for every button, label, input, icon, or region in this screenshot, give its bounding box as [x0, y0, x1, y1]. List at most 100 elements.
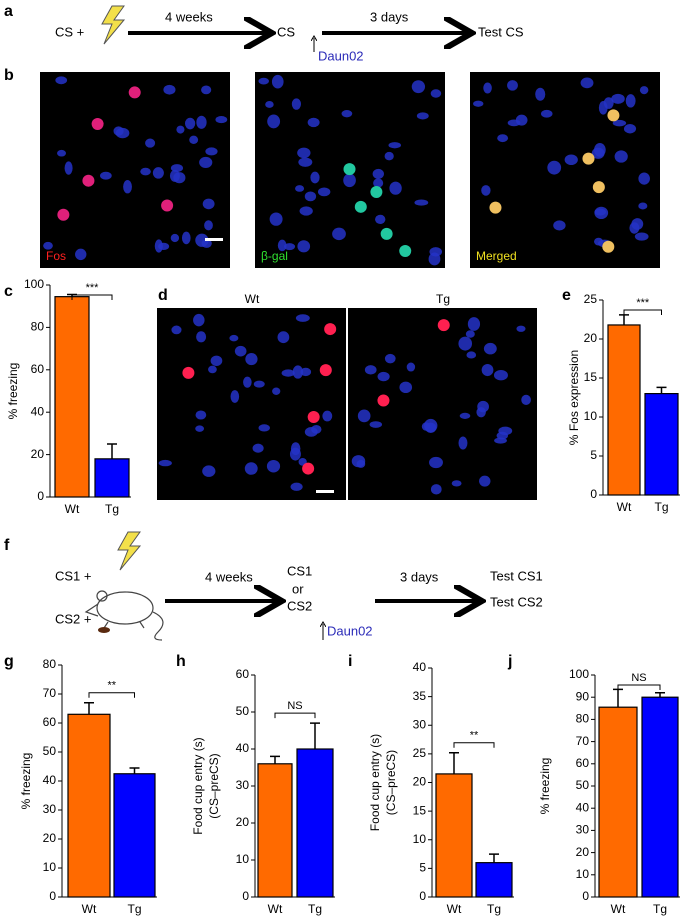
bar	[641, 696, 679, 898]
y-tick-label: 35	[413, 689, 427, 703]
nucleus	[416, 112, 429, 120]
cs-label: CS +	[55, 24, 84, 39]
labelled-cell	[377, 394, 390, 407]
y-tick-label: 10	[236, 852, 250, 866]
y-tick-label: 20	[413, 775, 427, 789]
y-axis-label: (CS–preCS)	[384, 750, 398, 815]
x-tick-label: Tg	[105, 502, 119, 516]
nucleus	[272, 387, 281, 395]
nucleus	[199, 156, 213, 168]
x-tick-label: Wt	[82, 902, 97, 916]
nucleus	[483, 82, 492, 94]
food-icon	[98, 627, 110, 633]
x-tick-label: Tg	[654, 500, 668, 514]
shock-icon	[117, 531, 142, 571]
micrograph	[348, 308, 537, 500]
labelled-cell	[370, 186, 383, 199]
nucleus	[208, 365, 217, 374]
nucleus	[332, 227, 346, 241]
nucleus	[123, 180, 132, 194]
y-tick-label: 15	[584, 370, 598, 384]
nucleus	[252, 443, 264, 453]
x-tick-label: Tg	[308, 902, 322, 916]
y-tick-label: 20	[236, 815, 250, 829]
nucleus	[634, 232, 649, 241]
nucleus	[258, 77, 269, 85]
nucleus	[234, 345, 247, 357]
rat-icon	[84, 590, 164, 641]
labelled-cell	[343, 163, 356, 176]
nucleus	[498, 426, 513, 436]
labelled-cell	[582, 152, 595, 165]
y-tick-label: 0	[582, 889, 589, 903]
nucleus	[451, 480, 462, 487]
labelled-cell	[161, 199, 174, 212]
y-tick-label: 25	[584, 292, 598, 306]
nucleus	[170, 233, 180, 243]
nucleus	[193, 313, 205, 327]
error-bar	[107, 443, 117, 459]
x-tick-label: Tg	[487, 902, 501, 916]
step-label: 4 weeks	[165, 9, 213, 24]
error-bar	[449, 751, 459, 774]
or-label: or	[292, 581, 304, 596]
panel-label: f	[4, 537, 10, 554]
nucleus	[196, 331, 207, 343]
y-axis-label: (CS–preCS)	[207, 753, 221, 818]
error-bar	[619, 314, 629, 325]
significance-label: ***	[636, 297, 650, 309]
nucleus	[195, 410, 207, 420]
bar	[598, 706, 638, 898]
nucleus	[467, 317, 481, 331]
nucleus	[515, 114, 528, 126]
y-tick-label: 50	[576, 778, 590, 792]
nucleus	[215, 116, 228, 124]
panel-label: h	[176, 653, 186, 670]
nucleus	[152, 167, 164, 179]
nucleus	[351, 455, 366, 468]
nucleus	[614, 150, 628, 163]
panel-label: c	[4, 283, 13, 300]
y-tick-label: 50	[236, 704, 250, 718]
nucleus	[154, 239, 163, 253]
y-axis-label: % freezing	[6, 363, 20, 420]
labelled-cell	[602, 240, 615, 253]
y-tick-label: 60	[576, 756, 590, 770]
nucleus	[481, 364, 494, 377]
y-tick-label: 100	[24, 277, 44, 291]
bar	[607, 324, 641, 496]
nucleus	[75, 248, 87, 261]
nucleus	[55, 76, 68, 85]
nucleus	[516, 325, 526, 332]
y-tick-label: 60	[236, 667, 250, 681]
y-tick-label: 0	[419, 889, 426, 903]
nucleus	[594, 208, 607, 216]
nucleus	[406, 362, 416, 372]
step-label: 3 days	[370, 9, 409, 24]
nucleus	[479, 475, 491, 487]
nucleus	[163, 84, 176, 95]
significance-label: NS	[287, 700, 302, 712]
nucleus	[281, 369, 295, 377]
nucleus	[267, 114, 281, 129]
cs-label: CS1	[287, 563, 312, 578]
nucleus	[389, 181, 402, 195]
y-tick-label: 40	[576, 800, 590, 814]
nucleus	[369, 421, 383, 428]
significance-bracket	[71, 294, 113, 300]
nucleus	[210, 355, 223, 367]
nucleus	[547, 160, 562, 175]
nucleus	[623, 123, 637, 134]
panel-label: j	[507, 653, 512, 670]
panel-label: a	[4, 3, 13, 20]
labelled-cell	[380, 227, 393, 240]
nucleus	[202, 465, 216, 477]
error-bar	[613, 688, 623, 708]
nucleus	[140, 167, 151, 176]
y-axis-label: Food cup entry (s)	[368, 734, 382, 831]
drug-label: Daun02	[327, 623, 373, 638]
nucleus	[473, 100, 484, 107]
nucleus	[428, 252, 441, 266]
image-label: Wt	[245, 292, 260, 306]
y-axis-label: Food cup entry (s)	[191, 737, 205, 834]
